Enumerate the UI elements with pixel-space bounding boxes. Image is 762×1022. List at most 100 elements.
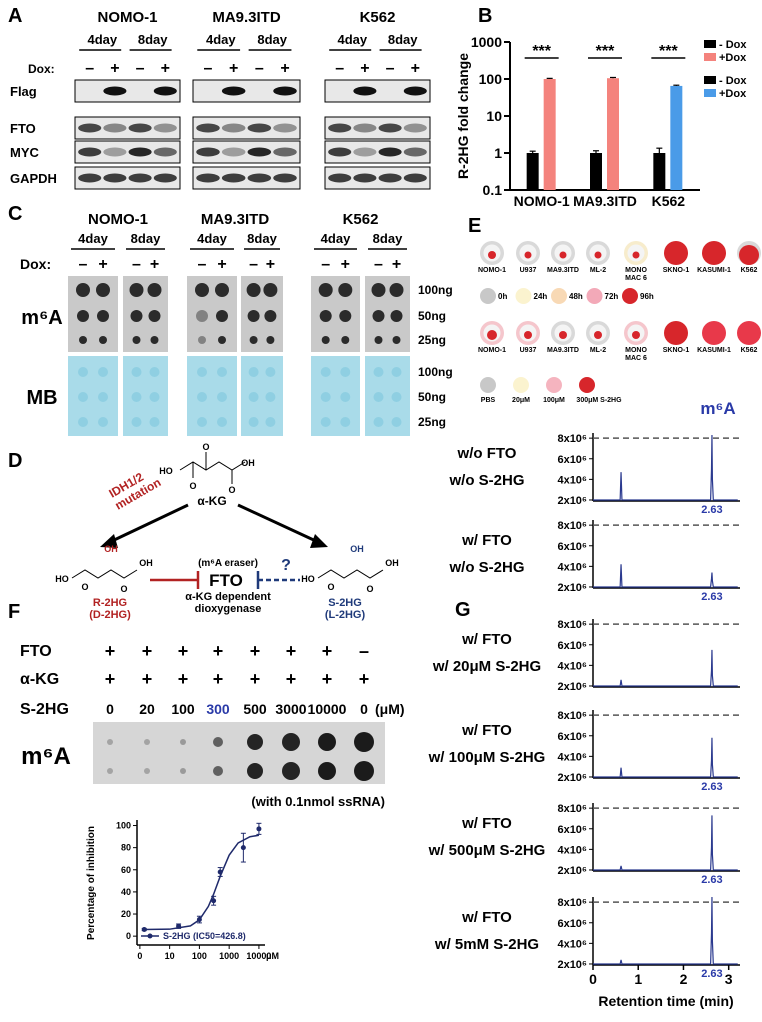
row-label: MYC: [10, 145, 40, 160]
dot: [372, 310, 385, 322]
y-tick-label: 4x10⁶: [557, 474, 587, 486]
dot: [389, 283, 404, 297]
blot-band: [103, 173, 127, 183]
dot: [129, 283, 144, 297]
cell-line: K562: [360, 9, 396, 26]
mb-dot: [149, 367, 160, 377]
dox-sign: –: [204, 60, 213, 77]
blot-band: [247, 123, 272, 133]
metabolite: R-2HG: [93, 597, 127, 609]
sign: +: [250, 669, 261, 689]
dot: [390, 310, 403, 322]
atom: HO: [159, 466, 173, 476]
blot-band: [328, 123, 352, 133]
dot: [218, 336, 226, 344]
metabolite: (L-2HG): [325, 609, 366, 621]
legend-label: 72h: [605, 292, 619, 301]
structure: [71, 569, 138, 579]
cell-label: NOMO-1: [478, 347, 506, 354]
blot-band: [128, 147, 152, 157]
cell-nucleus: [487, 330, 497, 340]
x-axis-label: Retention time (min): [598, 993, 733, 1009]
y-tick-label: 6x10⁶: [557, 640, 587, 652]
dot: [213, 737, 223, 747]
cell-label: U937: [520, 267, 537, 274]
legend-label: 100μM: [543, 397, 565, 404]
timepoint: 4day: [87, 32, 117, 47]
significance: ***: [532, 43, 551, 60]
blot-band: [196, 123, 220, 133]
mb-dot: [340, 392, 351, 402]
mb-dot: [197, 367, 207, 377]
legend-swatch: [704, 53, 716, 61]
dot: [341, 336, 350, 344]
condition-label: w/o FTO: [457, 445, 517, 462]
blot-strip: [324, 166, 431, 190]
legend-swatch: [480, 377, 496, 393]
condition-label: w/ FTO: [461, 532, 512, 549]
dot: [319, 310, 332, 322]
mb-dot: [265, 367, 276, 377]
bar: [670, 85, 683, 190]
blot-band: [353, 147, 377, 157]
blot-band: [103, 123, 127, 133]
blot-band: [103, 147, 127, 157]
dox-sign: –: [136, 60, 145, 77]
dot: [99, 336, 107, 344]
amount-label: 100ng: [418, 283, 453, 297]
y-tick-label: 4x10⁶: [557, 938, 587, 950]
dox-sign: +: [360, 60, 369, 77]
y-tick-label: 8x10⁶: [557, 520, 587, 532]
stain-label: m⁶A: [21, 743, 71, 770]
sign: +: [142, 641, 153, 661]
timepoint: 4day: [321, 231, 351, 246]
panel-letter: A: [8, 5, 22, 27]
dox-sign: –: [85, 60, 94, 77]
blot-band: [153, 123, 177, 133]
row-label: FTO: [20, 643, 52, 660]
cell-nucleus: [559, 331, 567, 339]
row-label: GAPDH: [10, 171, 57, 186]
blot-band: [273, 86, 297, 96]
dot: [249, 336, 258, 344]
blot-strip: [192, 116, 301, 140]
sign: +: [213, 669, 224, 689]
dox-sign: –: [255, 60, 264, 77]
dot: [180, 739, 186, 745]
x-tick-label: 100: [192, 951, 207, 961]
dox-sign: +: [229, 60, 238, 77]
atom: O: [189, 481, 196, 491]
blot-band: [403, 123, 427, 133]
dot: [195, 283, 209, 297]
y-tick-label: 6x10⁶: [557, 454, 587, 466]
sign: +: [322, 641, 333, 661]
atom: O: [327, 582, 334, 592]
dot: [282, 762, 300, 780]
peak-label: 2.63: [701, 781, 722, 793]
atom: OH: [241, 458, 255, 468]
legend-swatch: [704, 76, 716, 84]
cell-nucleus: [524, 251, 532, 259]
legend-label: 20μM: [512, 397, 530, 404]
panel-letter: G: [455, 599, 471, 621]
blot-band: [328, 147, 352, 157]
dot-blot-membrane: [311, 276, 360, 352]
cell-nucleus: [488, 251, 496, 259]
dot: [147, 283, 162, 297]
x-unit: μM: [266, 951, 279, 961]
dot: [216, 310, 228, 322]
sign: +: [286, 669, 297, 689]
dox-sign: +: [161, 60, 170, 77]
dot: [354, 761, 374, 781]
sign: +: [178, 669, 189, 689]
dot: [246, 283, 261, 297]
mb-dot: [391, 392, 402, 402]
blot-strip: [324, 116, 431, 140]
sign: +: [142, 669, 153, 689]
legend-label: PBS: [481, 397, 496, 404]
structure: [179, 461, 246, 471]
condition-label: w/ FTO: [461, 909, 512, 926]
peak-label: 2.63: [701, 874, 722, 886]
dot: [321, 336, 330, 344]
